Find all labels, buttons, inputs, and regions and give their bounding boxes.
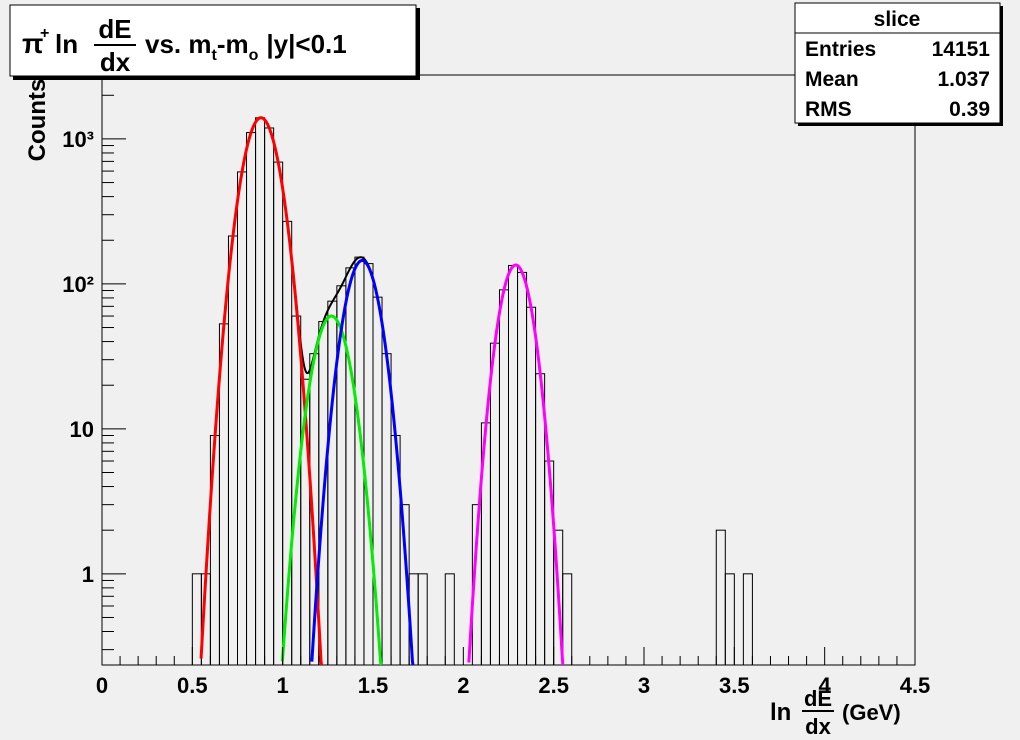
stats-value: 14151	[932, 38, 991, 61]
x-tick-label: 3.5	[719, 673, 750, 698]
histogram-bar	[724, 573, 735, 665]
title-ln: ln	[55, 29, 78, 59]
title-minus: -m	[217, 29, 249, 59]
x-tick-label: 4.5	[900, 673, 931, 698]
title-sub: o	[249, 47, 259, 64]
fit-curve	[467, 263, 565, 665]
y-tick-label: 1	[82, 562, 94, 587]
title-cut: |y|<0.1	[266, 29, 346, 59]
stats-label: RMS	[805, 98, 852, 121]
fit-curve	[310, 258, 415, 665]
x-tick-label: 2.5	[538, 673, 569, 698]
x-label-ln: ln	[770, 699, 791, 726]
y-tick-label: 10	[70, 417, 94, 442]
plot-area	[191, 116, 753, 665]
x-axis-label: ln dE dx (GeV)	[770, 686, 901, 739]
title-charge: +	[40, 25, 49, 42]
x-tick-label: 1.5	[358, 673, 389, 698]
fit-curve	[280, 314, 383, 665]
stats-panel	[794, 2, 1001, 124]
stats-value: 0.39	[949, 98, 990, 121]
x-tick-label: 2	[457, 673, 469, 698]
x-tick-label: 3	[638, 673, 650, 698]
x-label-unit: (GeV)	[842, 700, 901, 725]
title-text: vs. mt-mo |y|<0.1	[145, 29, 347, 64]
stats-label: Entries	[805, 38, 876, 61]
title-vs: vs. m	[145, 29, 212, 59]
histogram-bar	[417, 573, 428, 665]
x-tick-label: 0.5	[177, 673, 208, 698]
title-box: π + ln dE dx vs. mt-mo |y|<0.1	[9, 4, 420, 80]
fit-curve	[199, 116, 324, 665]
stats-box: slice Entries 14151 Mean 1.037 RMS 0.39	[794, 2, 1003, 126]
x-tick-label: 4	[819, 673, 832, 698]
x-tick-label: 0	[96, 673, 108, 698]
x-label-denominator: dx	[805, 714, 831, 739]
x-tick-label: 1	[277, 673, 289, 698]
histogram-bar	[742, 573, 753, 665]
title-numerator: dE	[98, 14, 131, 44]
stats-label: Mean	[805, 68, 859, 91]
y-tick-label: 10²	[62, 272, 94, 297]
stats-title: slice	[874, 8, 921, 31]
title-panel	[9, 4, 417, 77]
stats-value: 1.037	[937, 68, 990, 91]
title-sub: t	[212, 47, 218, 64]
histogram-bar	[562, 573, 573, 665]
y-axis-label: Counts	[24, 79, 51, 162]
x-label-numerator: dE	[804, 686, 832, 711]
title-denominator: dx	[100, 47, 131, 77]
title-particle: π	[22, 28, 43, 59]
y-tick-label: 10³	[62, 127, 94, 152]
histogram-bar	[444, 573, 455, 665]
